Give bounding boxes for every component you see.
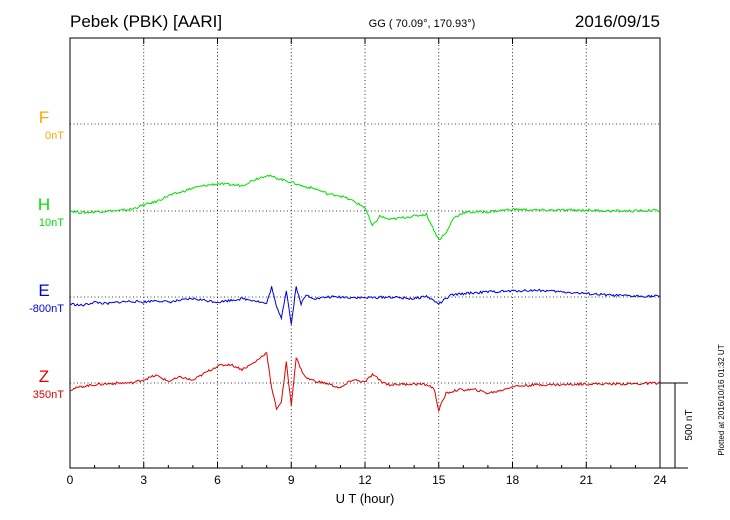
station-title: Pebek (PBK) [AARI] — [70, 12, 222, 31]
scale-bar: 500 nT — [660, 382, 695, 469]
trace-h — [69, 174, 661, 241]
component-letter-z: Z — [39, 367, 49, 386]
component-letter-h: H — [38, 195, 50, 214]
x-tick-label: 24 — [653, 473, 667, 487]
scale-bar-label: 500 nT — [684, 409, 695, 440]
component-letter-e: E — [38, 281, 49, 300]
component-offset-z: 350nT — [33, 389, 64, 401]
trace-e — [69, 286, 661, 325]
component-letter-f: F — [39, 108, 49, 127]
plotted-timestamp: Plotted at 2016/10/16 01:32 UT — [717, 344, 726, 455]
traces — [69, 174, 661, 412]
x-tick-label: 21 — [580, 473, 594, 487]
x-tick-label: 0 — [67, 473, 74, 487]
x-axis-label: U T (hour) — [336, 491, 395, 506]
x-tick-label: 3 — [140, 473, 147, 487]
x-tick-label: 9 — [288, 473, 295, 487]
geo-coords: GG ( 70.09°, 170.93°) — [369, 18, 476, 30]
plot-frame — [69, 37, 661, 469]
x-tick-label: 6 — [214, 473, 221, 487]
component-offset-f: 0nT — [45, 130, 64, 142]
component-offset-h: 10nT — [39, 217, 64, 229]
component-labels: F 0nT H 10nT E -800nT Z 350nT — [29, 108, 64, 401]
x-axis: 0 3 6 9 12 15 18 21 24 — [67, 38, 667, 487]
date-label: 2016/09/15 — [575, 12, 660, 31]
x-tick-label: 15 — [432, 473, 446, 487]
grid — [70, 38, 660, 468]
x-tick-label: 12 — [358, 473, 372, 487]
trace-z — [69, 352, 661, 412]
component-offset-e: -800nT — [29, 303, 64, 315]
x-tick-label: 18 — [506, 473, 520, 487]
